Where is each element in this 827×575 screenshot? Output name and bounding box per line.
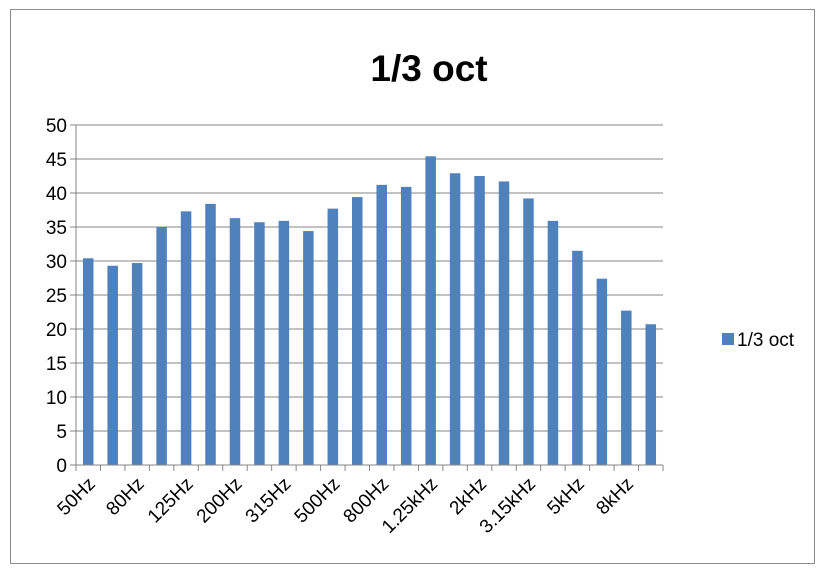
y-tick-label: 25 [46,286,67,307]
bar [621,310,632,465]
chart-frame: 1/3 oct 0 5 10 15 20 25 30 35 40 45 50 50Hz 80Hz 125… [10,9,815,564]
bar [572,250,583,465]
x-tick-labels: 50Hz 80Hz125Hz200Hz315Hz500Hz800Hz1.25kHz… [54,474,638,538]
legend-label: 1/3 oct [737,330,795,351]
axes [70,124,664,471]
y-tick-label: 0 [56,456,67,477]
y-tick-label: 10 [46,388,67,409]
bar [327,208,339,465]
legend: 1/3 oct [722,330,795,351]
y-tick-label: 40 [46,184,67,205]
bar [303,231,314,465]
y-tick-label: 5 [56,422,67,443]
bar [278,220,290,465]
bar [229,218,241,465]
bar [131,263,143,465]
bar [205,203,216,465]
x-tick-label: 80Hz [102,474,148,520]
x-tick-label: 5kHz [543,474,588,519]
y-tick-label: 20 [46,320,67,341]
bar [425,156,436,465]
bar [596,278,608,465]
chart-title: 1/3 oct [370,48,487,89]
y-tick-label: 35 [46,218,67,239]
bar [547,220,559,465]
x-tick-label: 315Hz [242,474,296,528]
bar [352,197,363,465]
bar-chart: 1/3 oct 0 5 10 15 20 25 30 35 40 45 50 50Hz 80Hz125… [46,48,795,538]
x-tick-label: 200Hz [193,474,247,528]
bar [107,265,118,465]
gridlines [76,124,663,432]
x-tick-label: 2kHz [446,474,491,519]
bar [498,181,510,465]
y-tick-label: 50 [46,116,67,137]
y-tick-labels: 0 5 10 15 20 25 30 35 40 45 50 [46,116,67,477]
bar [254,222,265,465]
bars [82,156,657,465]
bar [180,211,192,465]
bar [376,184,387,465]
x-tick-label: 50Hz [54,474,100,520]
x-tick-label: 8kHz [592,474,637,519]
bar [400,186,412,465]
bar [474,176,485,465]
x-tick-label: 125Hz [144,474,198,528]
x-tick-label: 500Hz [291,474,345,528]
y-tick-label: 15 [46,354,67,375]
y-tick-label: 30 [46,252,67,273]
legend-swatch [722,333,734,345]
bar [156,227,167,465]
bar [645,324,657,465]
y-tick-label: 45 [46,150,67,171]
bar [523,198,534,465]
bar [82,258,94,465]
bar [449,173,461,465]
